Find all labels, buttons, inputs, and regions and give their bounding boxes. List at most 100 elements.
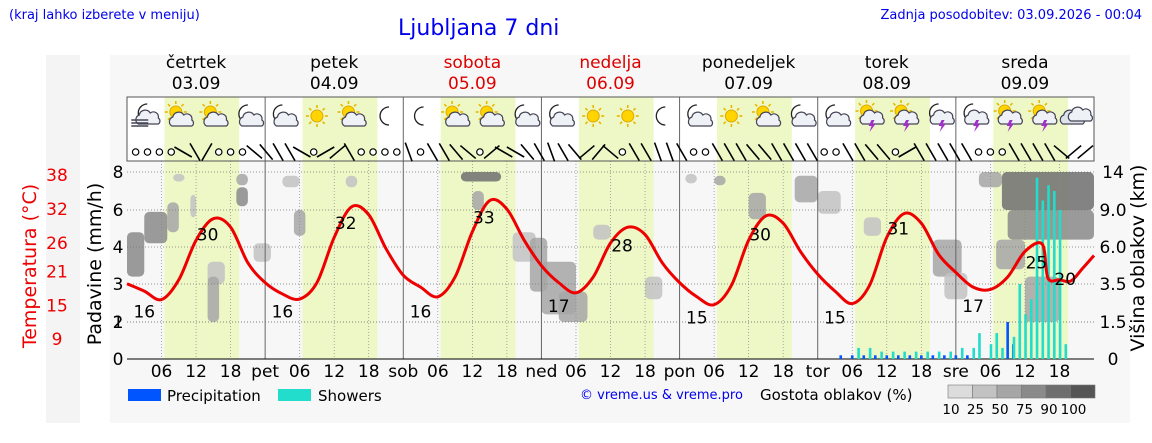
cloud-block bbox=[645, 276, 663, 300]
wind-barb bbox=[653, 142, 663, 162]
wind-calm-circle bbox=[238, 148, 247, 156]
temperature-tick: 21 bbox=[46, 262, 68, 282]
precip-tick: 0 bbox=[113, 350, 124, 370]
shower-bar bbox=[1047, 185, 1050, 359]
wind-barb bbox=[864, 143, 879, 161]
wind-barb bbox=[343, 142, 356, 162]
sun-ray bbox=[632, 107, 637, 111]
x-day-label: pon bbox=[664, 362, 696, 382]
sun-ray bbox=[736, 121, 740, 125]
shower-bar bbox=[868, 347, 872, 359]
day-name: torek bbox=[865, 53, 909, 73]
density-swatch bbox=[996, 384, 1022, 399]
left-axis-band bbox=[46, 55, 80, 423]
wind-barb bbox=[1053, 144, 1070, 160]
moon-cloud-icon bbox=[549, 104, 575, 127]
icon-row-border bbox=[126, 96, 1095, 162]
cloud-block bbox=[190, 194, 197, 218]
legend-swatch-precipitation bbox=[128, 389, 161, 401]
sun-ray bbox=[619, 107, 623, 111]
wind-barb bbox=[506, 146, 525, 158]
wind-barb bbox=[520, 143, 535, 161]
cloud-height-tick: 0 bbox=[1108, 350, 1119, 370]
precipitation-bar bbox=[943, 355, 946, 359]
wind-barb bbox=[259, 143, 274, 161]
wind-barb bbox=[426, 142, 439, 162]
daylight-band bbox=[440, 97, 516, 359]
wind-calm-circle bbox=[891, 148, 900, 156]
wind-barb bbox=[494, 146, 513, 158]
wind-barb bbox=[806, 142, 819, 162]
cloud-block bbox=[144, 211, 168, 244]
x-day-label: pet bbox=[251, 362, 279, 382]
wind-calm-circle bbox=[689, 148, 698, 156]
density-swatch bbox=[1045, 384, 1071, 399]
wind-barb bbox=[876, 143, 891, 161]
sun-ray bbox=[858, 102, 862, 106]
day-date: 04.09 bbox=[310, 74, 359, 94]
sun-ray bbox=[322, 121, 326, 125]
moon-cloud-icon bbox=[790, 104, 817, 127]
day-name: četrtek bbox=[166, 53, 227, 73]
density-swatch bbox=[947, 384, 973, 399]
cloud-shape bbox=[515, 111, 541, 127]
wind-barb bbox=[557, 142, 569, 162]
sun-ray bbox=[167, 117, 171, 121]
location-hint: (kraj lahko izberete v meniju) bbox=[9, 8, 200, 23]
cloud-block bbox=[558, 291, 588, 322]
day-name: sobota bbox=[444, 53, 502, 73]
precipitation-bar bbox=[862, 355, 866, 359]
sun-ray bbox=[201, 103, 206, 107]
cloud-shape bbox=[549, 111, 575, 127]
wind-calm-circle bbox=[393, 148, 401, 156]
sun-disc bbox=[724, 109, 738, 123]
wind-calm-circle bbox=[131, 148, 140, 156]
temperature-label: 16 bbox=[410, 303, 432, 323]
temperature-label: 33 bbox=[473, 208, 495, 228]
precip-tick: 3 bbox=[113, 275, 124, 295]
wind-barb bbox=[272, 142, 284, 162]
x-day-label: sre bbox=[943, 362, 969, 382]
wind-barb bbox=[745, 143, 761, 161]
wind-barb bbox=[782, 142, 795, 162]
cloud-block bbox=[207, 276, 220, 322]
temperature-label: 15 bbox=[686, 308, 708, 328]
wind-barb bbox=[1065, 144, 1082, 160]
sun-ray bbox=[768, 103, 772, 107]
wind-barb bbox=[949, 142, 961, 162]
day-date: 06.09 bbox=[586, 74, 635, 94]
sun-icon bbox=[720, 105, 743, 127]
cloud-shape bbox=[997, 109, 1023, 125]
wind-barb bbox=[771, 142, 783, 162]
moon-cloud-fog-icon bbox=[131, 103, 161, 127]
precipitation-bar bbox=[931, 355, 935, 359]
wind-barb bbox=[757, 143, 772, 161]
day-date: 03.09 bbox=[172, 74, 221, 94]
cloud-shape bbox=[826, 111, 852, 127]
moon-cloud-icon bbox=[238, 104, 265, 127]
wind-barb bbox=[602, 144, 619, 160]
wind-barb bbox=[1008, 142, 1020, 162]
sun-ray bbox=[736, 107, 740, 111]
wind-barbs-row bbox=[131, 142, 1094, 162]
cloud-block bbox=[512, 232, 536, 262]
cloud-block bbox=[1007, 210, 1094, 240]
x-tick-label: 18 bbox=[496, 362, 518, 382]
precip-tick: 6 bbox=[113, 201, 124, 221]
x-tick-label: 18 bbox=[772, 362, 794, 382]
shower-bar bbox=[978, 333, 981, 359]
moon-thunder-icon bbox=[928, 103, 955, 132]
cloud-block bbox=[282, 175, 300, 188]
lightning-bolt bbox=[903, 120, 911, 132]
sun-cloud-icon bbox=[751, 101, 782, 127]
wind-barb bbox=[316, 146, 335, 158]
wind-calm-circle bbox=[369, 148, 377, 156]
x-tick-label: 12 bbox=[462, 362, 484, 382]
sun-ray bbox=[180, 103, 185, 107]
precipitation-bar bbox=[873, 355, 877, 359]
cloud-shape bbox=[859, 109, 885, 125]
x-day-label: tor bbox=[806, 362, 830, 382]
x-tick-label: 06 bbox=[289, 362, 311, 382]
precip-axis-label: Padavine (mm/h) bbox=[84, 183, 106, 346]
precipitation-bar bbox=[920, 355, 923, 359]
